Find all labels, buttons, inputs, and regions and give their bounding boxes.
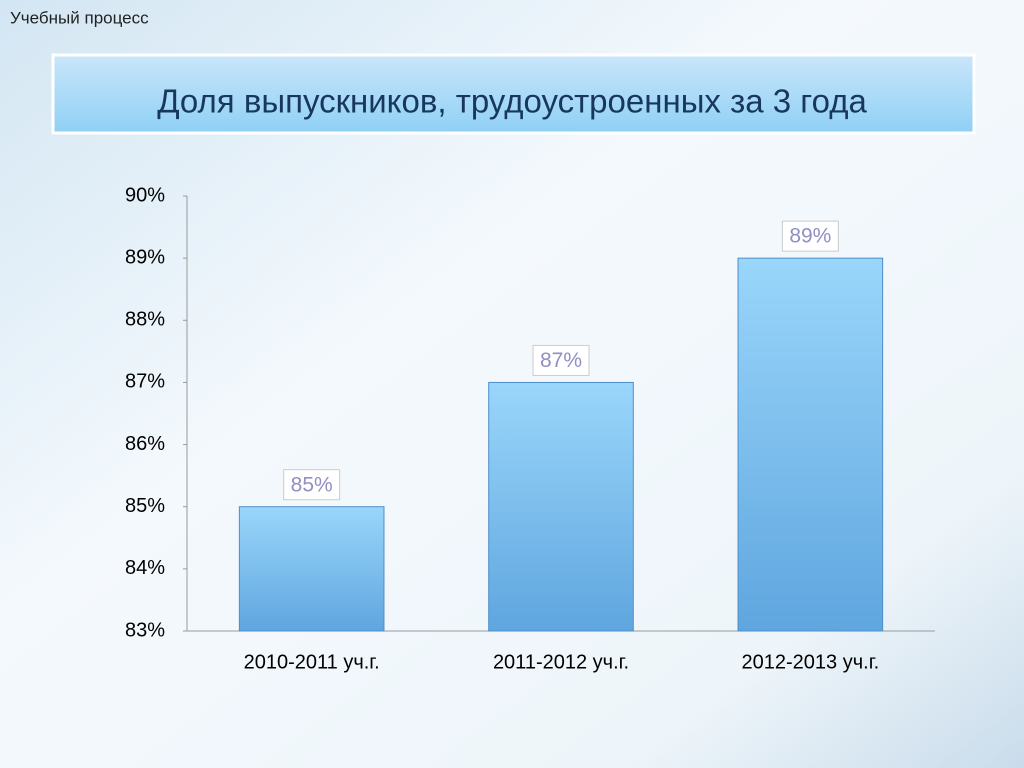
x-tick-label: 2011-2012 уч.г. — [493, 651, 629, 673]
bar — [737, 257, 884, 632]
value-label: 89% — [789, 225, 831, 248]
value-label-box — [532, 344, 590, 376]
y-tick-label: 84% — [125, 557, 165, 579]
x-tick-label: 2010-2011 уч.г. — [244, 651, 380, 673]
y-tick-label: 88% — [125, 309, 165, 331]
bar — [238, 506, 385, 632]
value-label-box — [781, 220, 839, 252]
y-tick-label: 87% — [125, 371, 165, 393]
section-label: Учебный процесс — [10, 8, 149, 27]
bar — [488, 381, 634, 632]
chart-title: Доля выпускников, трудоустроенных за 3 г… — [157, 83, 867, 120]
x-tick-label: 2012-2013 уч.г. — [742, 651, 880, 673]
value-label: 87% — [540, 349, 582, 372]
y-tick-label: 86% — [125, 433, 165, 455]
y-tick-label: 89% — [125, 246, 165, 268]
y-tick-label: 90% — [125, 184, 165, 206]
value-label: 85% — [291, 473, 333, 496]
y-tick-label: 85% — [125, 495, 165, 517]
y-tick-label: 83% — [125, 619, 165, 641]
value-label-box — [283, 469, 341, 501]
title-box — [51, 53, 976, 135]
